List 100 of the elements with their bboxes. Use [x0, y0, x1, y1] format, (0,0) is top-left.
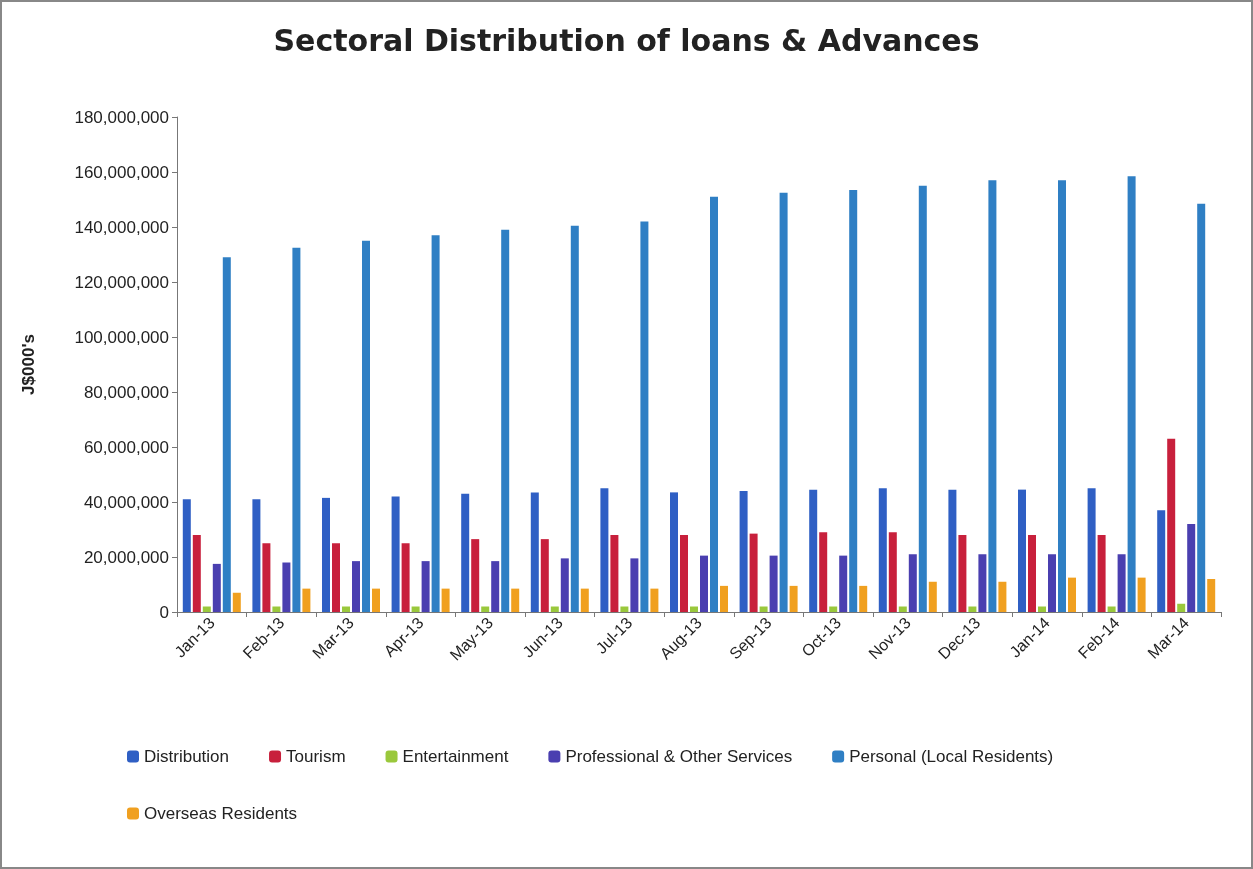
bar — [1117, 554, 1126, 612]
bar — [700, 555, 708, 612]
bar — [918, 185, 927, 612]
legend-label: Distribution — [144, 747, 230, 766]
legend-label: Tourism — [286, 747, 346, 766]
bar — [779, 192, 788, 612]
bar — [441, 588, 450, 612]
bar — [1207, 579, 1216, 612]
bar — [1097, 535, 1106, 612]
bar — [192, 535, 201, 612]
y-tick-label: 180,000,000 — [74, 107, 169, 127]
bar — [511, 588, 520, 612]
bar — [739, 491, 748, 612]
bar — [560, 558, 569, 612]
bar — [202, 606, 211, 612]
bar — [491, 561, 500, 612]
bar — [878, 488, 887, 612]
bar — [222, 257, 231, 612]
bar — [690, 606, 698, 612]
bar — [1127, 176, 1136, 612]
bar — [362, 240, 370, 612]
bar — [411, 606, 420, 612]
bar — [332, 543, 340, 612]
bar — [898, 606, 907, 612]
bar — [759, 606, 768, 612]
y-tick-label: 0 — [159, 602, 169, 622]
bar — [342, 606, 350, 612]
bar — [978, 554, 987, 612]
bar — [620, 606, 629, 612]
bar — [819, 532, 828, 612]
bar — [1197, 203, 1206, 612]
bar — [322, 497, 330, 612]
bar — [1167, 438, 1176, 612]
y-tick-label: 100,000,000 — [74, 327, 169, 347]
bar — [540, 539, 549, 612]
bar — [282, 562, 291, 612]
bar — [849, 189, 858, 612]
bar — [1018, 489, 1026, 612]
bar — [212, 563, 221, 612]
bar — [888, 532, 897, 612]
bar — [1157, 510, 1166, 612]
bar — [640, 221, 649, 612]
bar — [391, 496, 400, 612]
bar — [610, 535, 619, 612]
bar — [302, 588, 311, 612]
bar — [471, 539, 480, 612]
bar — [710, 196, 718, 612]
bar — [431, 235, 440, 612]
bar — [670, 492, 678, 612]
legend-label: Entertainment — [402, 747, 509, 766]
bar — [1137, 577, 1146, 612]
y-tick-label: 160,000,000 — [74, 162, 169, 182]
bar — [630, 558, 639, 612]
y-tick-label: 140,000,000 — [74, 217, 169, 237]
bar — [352, 561, 360, 612]
bar — [988, 180, 997, 612]
bar — [1038, 606, 1046, 612]
bar — [481, 606, 490, 612]
y-axis-title: J$000's — [19, 334, 38, 395]
bar — [232, 592, 241, 612]
bar — [1048, 554, 1056, 612]
bar — [550, 606, 559, 612]
y-tick-label: 20,000,000 — [83, 547, 169, 567]
bar — [650, 588, 659, 612]
bar — [272, 606, 281, 612]
bar — [968, 606, 977, 612]
bar — [908, 554, 917, 612]
bar — [1028, 535, 1036, 612]
bar — [789, 585, 798, 612]
bar — [252, 499, 261, 612]
bar — [769, 555, 778, 612]
bar — [749, 533, 758, 612]
bar — [829, 606, 838, 612]
y-tick-label: 60,000,000 — [83, 437, 169, 457]
bar — [530, 492, 539, 612]
legend-label: Professional & Other Services — [565, 747, 793, 766]
bar — [292, 247, 301, 612]
bar — [421, 561, 430, 612]
bar — [1107, 606, 1116, 612]
bar — [1058, 180, 1066, 612]
bar — [680, 535, 688, 612]
bar — [948, 489, 957, 612]
bar — [401, 543, 410, 612]
bar — [1068, 577, 1076, 612]
legend-label: Overseas Residents — [144, 804, 298, 823]
bar — [809, 489, 818, 612]
bar — [600, 488, 609, 612]
y-tick-label: 120,000,000 — [74, 272, 169, 292]
bar — [182, 499, 191, 612]
bar — [1087, 488, 1096, 612]
bar — [720, 585, 728, 612]
bar — [372, 588, 380, 612]
bar — [839, 555, 848, 612]
bar — [580, 588, 589, 612]
bar — [928, 581, 937, 612]
legend-label: Personal (Local Residents) — [849, 747, 1054, 766]
bar — [859, 585, 868, 612]
bar — [570, 225, 579, 612]
chart-title: Sectoral Distribution of loans & Advances — [273, 22, 980, 58]
bar — [1177, 603, 1186, 612]
